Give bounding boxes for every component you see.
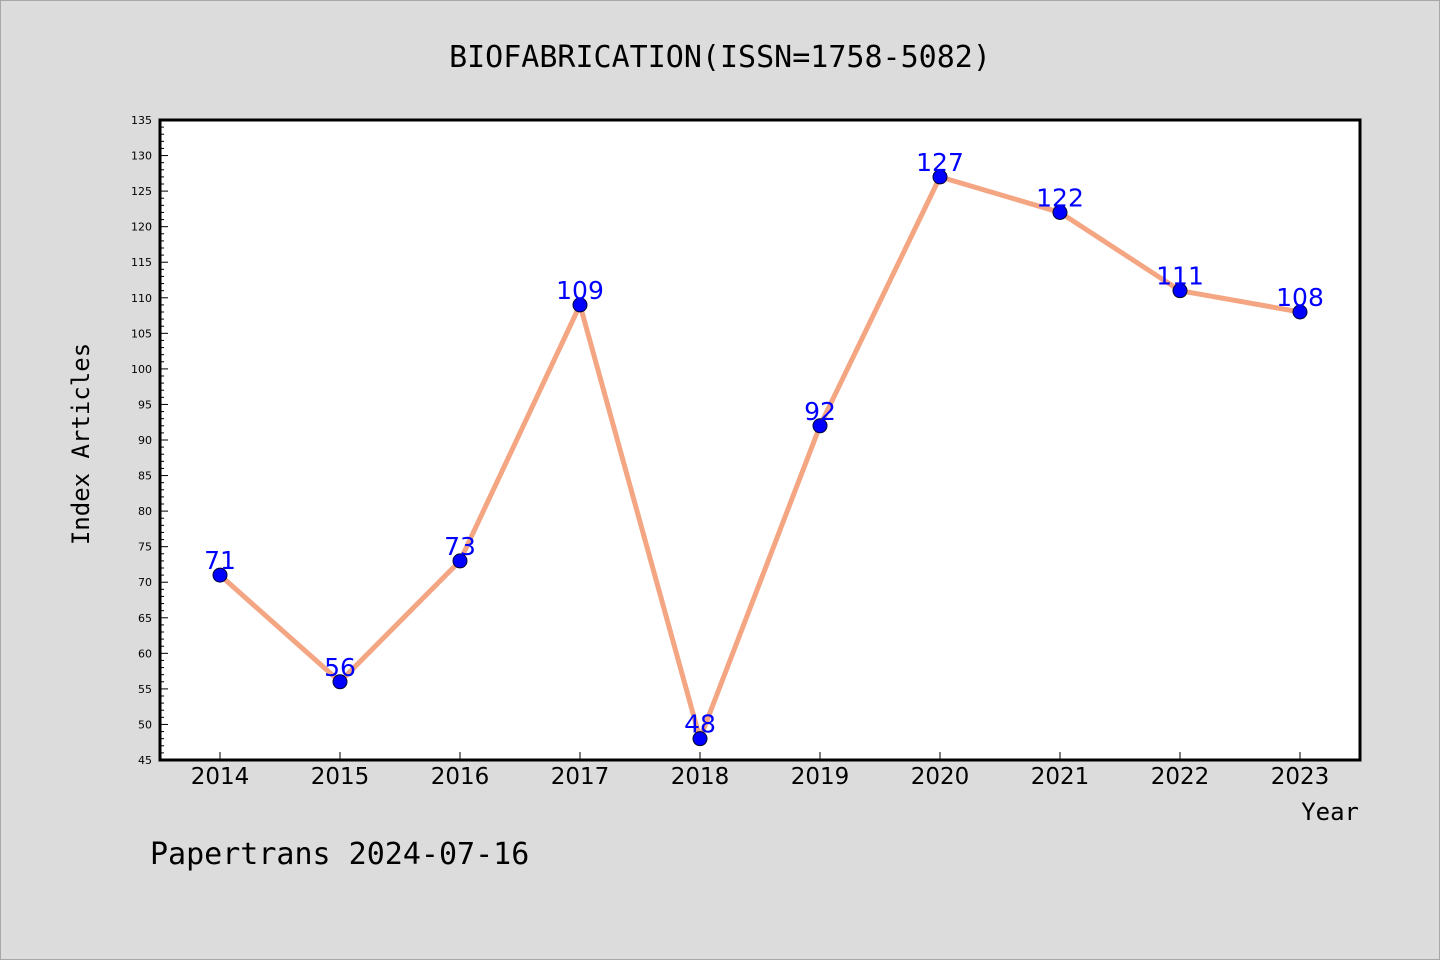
data-label: 108 bbox=[1276, 283, 1324, 312]
data-label: 109 bbox=[556, 276, 604, 305]
series-line bbox=[218, 174, 1301, 742]
data-point bbox=[572, 297, 588, 313]
y-tick-label: 115 bbox=[131, 256, 152, 269]
x-tick-label: 2016 bbox=[431, 764, 490, 790]
y-axis: 45 50 55 60 65 70 75 80 85 90 95 100 105 110 115 120 125… bbox=[131, 114, 168, 767]
x-axis: 2014 2015 2016 2017 2018 2019 2020 2021 2022 2023 bbox=[191, 752, 1330, 790]
y-tick-label: 110 bbox=[131, 292, 152, 305]
y-tick-label: 105 bbox=[131, 327, 152, 340]
data-labels: 71 56 73 109 48 92 127 122 111 108 bbox=[204, 148, 1324, 739]
y-axis-title: Index Articles bbox=[67, 343, 95, 545]
data-label: 56 bbox=[324, 653, 356, 682]
data-point bbox=[1052, 204, 1068, 220]
y-tick-label: 90 bbox=[138, 434, 152, 447]
y-tick-label: 95 bbox=[138, 398, 152, 411]
plot-area bbox=[160, 120, 1360, 760]
y-tick-label: 120 bbox=[131, 221, 152, 234]
data-point bbox=[452, 553, 468, 569]
y-tick-label: 100 bbox=[131, 363, 152, 376]
data-point bbox=[1292, 304, 1308, 320]
y-tick-label: 45 bbox=[138, 754, 152, 767]
x-tick-label: 2020 bbox=[911, 764, 970, 790]
y-tick-label: 130 bbox=[131, 150, 152, 163]
data-point bbox=[812, 418, 828, 434]
series bbox=[212, 169, 1308, 747]
data-point bbox=[1172, 283, 1188, 299]
data-point bbox=[332, 674, 348, 690]
y-tick-label: 85 bbox=[138, 470, 152, 483]
y-tick-label: 135 bbox=[131, 114, 152, 127]
y-tick-label: 80 bbox=[138, 505, 152, 518]
data-label: 127 bbox=[916, 148, 964, 177]
y-tick-label: 70 bbox=[138, 576, 152, 589]
x-tick-label: 2023 bbox=[1271, 764, 1330, 790]
footer-credit: Papertrans 2024-07-16 bbox=[150, 837, 529, 872]
x-tick-label: 2021 bbox=[1031, 764, 1090, 790]
y-tick-label: 125 bbox=[131, 185, 152, 198]
chart-title: BIOFABRICATION(ISSN=1758-5082) bbox=[449, 40, 991, 75]
y-tick-label: 55 bbox=[138, 683, 152, 696]
x-tick-label: 2018 bbox=[671, 764, 730, 790]
x-tick-label: 2022 bbox=[1151, 764, 1210, 790]
y-tick-label: 75 bbox=[138, 541, 152, 554]
y-tick-label: 60 bbox=[138, 647, 152, 660]
data-label: 48 bbox=[684, 710, 716, 739]
data-point bbox=[692, 731, 708, 747]
x-tick-label: 2019 bbox=[791, 764, 850, 790]
x-axis-title: Year bbox=[1301, 798, 1359, 826]
x-tick-label: 2015 bbox=[311, 764, 370, 790]
x-tick-label: 2014 bbox=[191, 764, 250, 790]
data-label: 122 bbox=[1036, 183, 1084, 212]
y-tick-label: 65 bbox=[138, 612, 152, 625]
plot-border bbox=[158, 118, 1362, 762]
data-label: 71 bbox=[204, 546, 236, 575]
data-label: 73 bbox=[444, 532, 476, 561]
x-tick-label: 2017 bbox=[551, 764, 610, 790]
data-label: 111 bbox=[1156, 262, 1204, 291]
data-label: 92 bbox=[804, 397, 836, 426]
data-point bbox=[212, 567, 228, 583]
y-tick-label: 50 bbox=[138, 718, 152, 731]
data-point bbox=[932, 169, 948, 185]
